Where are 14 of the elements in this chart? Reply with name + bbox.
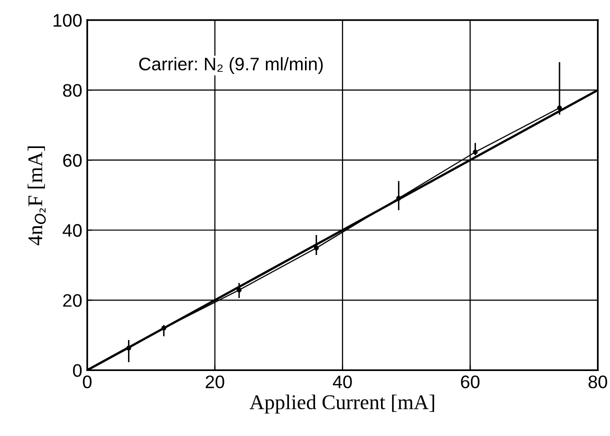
x-tick-label: 20: [206, 376, 224, 388]
x-tick-label: 40: [332, 376, 352, 388]
y-tick-label: 100: [54, 14, 82, 27]
y-tick-label: 0: [73, 364, 82, 377]
y-tick-label: 80: [63, 84, 82, 97]
y-tick-label: 20: [63, 294, 82, 307]
annotation: Carrier: N₂ (9.7 ml/min): [139, 57, 323, 74]
y-tick-label: 40: [62, 224, 82, 237]
y-tick-label: 60: [63, 154, 82, 167]
x-tick-label: 60: [461, 376, 480, 388]
y-axis-title: 4n$_{O₂}$F [mA]: [28, 146, 46, 246]
x-tick-label: 0: [82, 376, 92, 388]
x-tick-label: 80: [588, 376, 608, 388]
x-axis-title: Applied Current [mA]: [250, 394, 434, 414]
